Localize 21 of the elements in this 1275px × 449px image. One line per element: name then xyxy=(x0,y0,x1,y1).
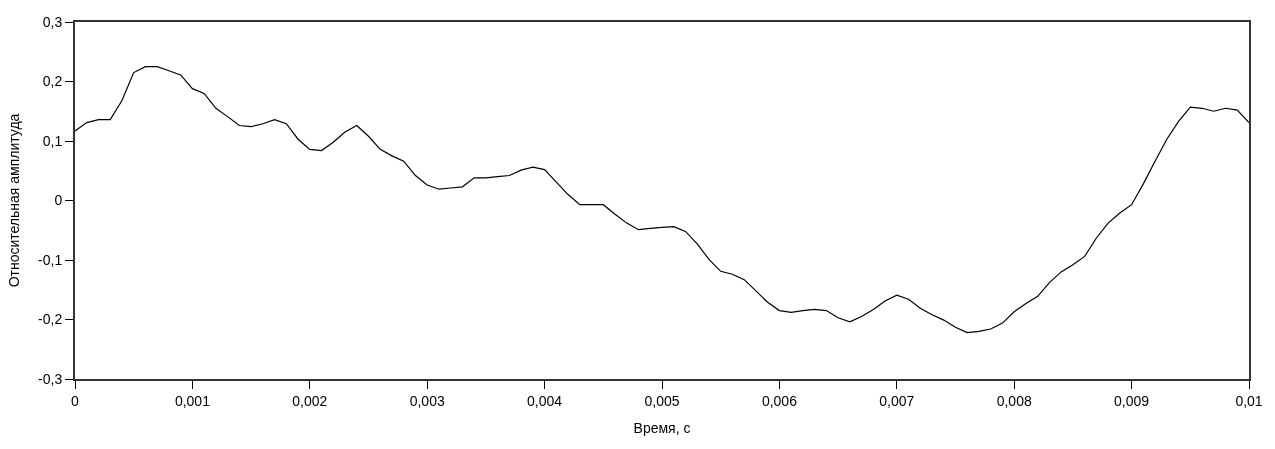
x-tick-label: 0,008 xyxy=(996,392,1032,409)
x-tick-label: 0,009 xyxy=(1114,392,1150,409)
x-axis-title: Время, с xyxy=(633,419,691,436)
x-tick-label: 0,004 xyxy=(527,392,563,409)
y-tick-label: -0,3 xyxy=(38,370,63,387)
x-tick-label: 0,002 xyxy=(292,392,328,409)
x-tick-label: 0,01 xyxy=(1235,392,1263,409)
y-tick-label: 0,3 xyxy=(42,13,63,30)
y-tick-label: 0,1 xyxy=(42,132,63,149)
x-tick-label: 0,006 xyxy=(761,392,798,409)
y-tick-label: 0 xyxy=(54,192,63,209)
y-tick-label: 0,2 xyxy=(42,73,63,90)
x-tick-label: 0,003 xyxy=(409,392,445,409)
x-tick-label: 0 xyxy=(71,392,80,409)
line-series xyxy=(75,66,1249,334)
x-tick-label: 0,007 xyxy=(879,392,915,409)
x-tick-label: 0,005 xyxy=(644,392,680,409)
y-axis-title: Относительная амплитуда xyxy=(6,113,23,288)
y-tick-label: -0,1 xyxy=(38,251,63,268)
y-tick-label: -0,2 xyxy=(38,311,63,328)
x-tick-label: 0,001 xyxy=(174,392,211,409)
